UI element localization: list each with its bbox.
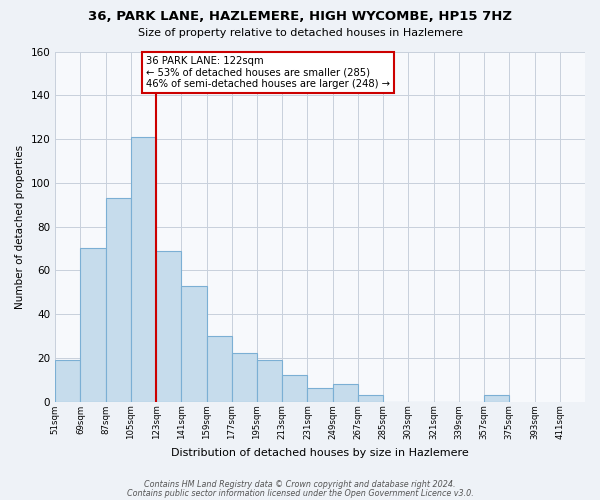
Bar <box>156 250 181 402</box>
Bar <box>232 354 257 402</box>
Text: 36 PARK LANE: 122sqm
← 53% of detached houses are smaller (285)
46% of semi-deta: 36 PARK LANE: 122sqm ← 53% of detached h… <box>146 56 390 89</box>
Bar <box>131 137 156 402</box>
Y-axis label: Number of detached properties: Number of detached properties <box>15 144 25 308</box>
Text: Contains public sector information licensed under the Open Government Licence v3: Contains public sector information licen… <box>127 488 473 498</box>
Bar <box>282 376 307 402</box>
Bar <box>55 360 80 402</box>
Text: 36, PARK LANE, HAZLEMERE, HIGH WYCOMBE, HP15 7HZ: 36, PARK LANE, HAZLEMERE, HIGH WYCOMBE, … <box>88 10 512 23</box>
Bar <box>484 395 509 402</box>
X-axis label: Distribution of detached houses by size in Hazlemere: Distribution of detached houses by size … <box>171 448 469 458</box>
Bar <box>257 360 282 402</box>
Bar <box>80 248 106 402</box>
Text: Contains HM Land Registry data © Crown copyright and database right 2024.: Contains HM Land Registry data © Crown c… <box>144 480 456 489</box>
Bar <box>181 286 206 402</box>
Bar <box>332 384 358 402</box>
Bar <box>206 336 232 402</box>
Bar <box>358 395 383 402</box>
Bar <box>106 198 131 402</box>
Text: Size of property relative to detached houses in Hazlemere: Size of property relative to detached ho… <box>137 28 463 38</box>
Bar <box>307 388 332 402</box>
